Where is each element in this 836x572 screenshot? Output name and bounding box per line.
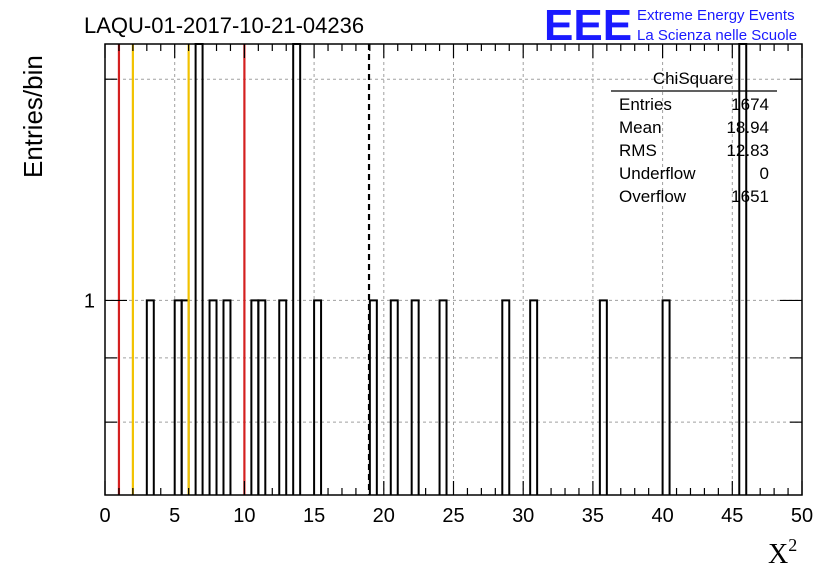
x-tick-label: 25: [442, 505, 464, 527]
histogram-bar: [529, 299, 539, 495]
x-tick-label: 45: [721, 505, 743, 527]
x-tick-label: 10: [233, 505, 255, 527]
stats-value: 1651: [731, 187, 769, 206]
stats-value: 12.83: [726, 141, 769, 160]
histogram-bar: [501, 299, 511, 495]
histogram-bar: [145, 299, 155, 495]
histogram-bar: [438, 299, 448, 495]
x-tick-label: 5: [169, 505, 180, 527]
histogram-bar: [173, 299, 183, 495]
stats-value: 18.94: [726, 118, 769, 137]
stats-label: RMS: [619, 141, 657, 160]
x-tick-label: 50: [791, 505, 813, 527]
x-tick-label: 30: [512, 505, 534, 527]
x-tick-label: 40: [651, 505, 673, 527]
histogram-bar: [368, 299, 378, 495]
y-axis-title: Entries/bin: [18, 55, 48, 178]
histogram-bar: [194, 43, 204, 495]
logo-line-1: Extreme Energy Events: [637, 7, 795, 24]
histogram-bar: [222, 299, 232, 495]
histogram-bar: [250, 299, 260, 495]
grid-lines: [105, 44, 802, 495]
stats-label: Underflow: [619, 164, 696, 183]
histogram-bar: [208, 299, 218, 495]
stats-value: 1674: [731, 95, 769, 114]
x-tick-label: 20: [373, 505, 395, 527]
logo-mark: EEE: [544, 1, 632, 50]
x-tick-label: 0: [99, 505, 110, 527]
stats-label: Mean: [619, 118, 662, 137]
histogram-bar: [278, 299, 288, 495]
x-axis-title-base: X: [768, 539, 788, 570]
logo-line-2: La Scienza nelle Scuole: [637, 27, 797, 44]
histogram-bar: [661, 299, 671, 495]
x-axis-ticks: 0 5 10 15 20 25 30 35 40 45 50: [99, 44, 813, 527]
stats-rows: Entries 1674 Mean 18.94 RMS 12.83 Underflow 0 Ov…: [619, 95, 769, 206]
stats-box: ChiSquare Entries 1674 Mean 18.94 RMS 12.83 Un…: [611, 69, 777, 206]
stats-value: 0: [760, 164, 769, 183]
reference-lines: [117, 44, 371, 495]
stats-label: Entries: [619, 95, 672, 114]
eee-logo: EEE Extreme Energy Events La Scienza nel…: [544, 1, 797, 50]
histogram-bar: [313, 299, 323, 495]
x-axis-title-superscript: 2: [788, 535, 797, 555]
histogram-bar: [389, 299, 399, 495]
stats-box-name: ChiSquare: [653, 69, 733, 88]
histogram-bar: [292, 43, 302, 495]
histogram-bar: [257, 299, 267, 495]
x-tick-label: 15: [303, 505, 325, 527]
chart-title: LAQU-01-2017-10-21-04236: [84, 13, 364, 38]
histogram-bar: [598, 299, 608, 495]
y-tick-label: 1: [84, 290, 95, 312]
stats-label: Overflow: [619, 187, 687, 206]
x-tick-label: 35: [582, 505, 604, 527]
histogram-bar: [410, 299, 420, 495]
x-axis-title: X2: [768, 535, 797, 570]
y-axis-ticks: 1: [84, 78, 802, 423]
